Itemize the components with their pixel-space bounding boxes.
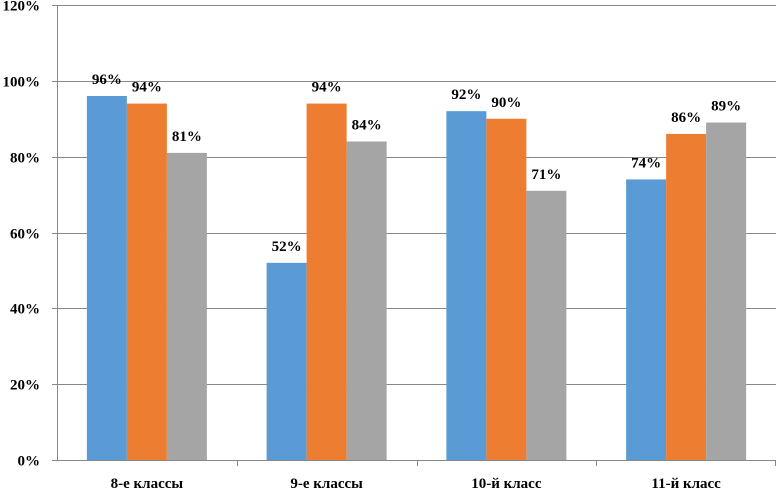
data-label: 96%: [92, 72, 122, 88]
bar: [266, 262, 307, 460]
data-label: 94%: [132, 80, 162, 96]
bar: [166, 152, 207, 460]
y-tick-label: 100%: [3, 75, 41, 91]
tick-labels: 0% 20% 40% 60% 80% 100% 120% 8-е классы 9-е клас…: [3, 0, 722, 492]
axes: [52, 5, 776, 466]
y-tick-label: 0%: [18, 454, 41, 470]
data-label: 74%: [631, 155, 661, 171]
y-tick-label: 20%: [10, 378, 40, 394]
bar: [666, 133, 707, 460]
y-tick-label: 60%: [10, 227, 40, 243]
bar: [706, 122, 747, 461]
x-tick-label: 11-й класс: [651, 476, 721, 492]
data-label: 94%: [312, 80, 342, 96]
data-label: 92%: [451, 87, 481, 103]
data-label: 86%: [671, 110, 701, 126]
x-tick-label: 9-е классы: [290, 476, 363, 492]
bar: [86, 96, 127, 460]
y-tick-label: 40%: [10, 302, 40, 318]
bar: [626, 179, 667, 460]
bar: [306, 103, 347, 460]
y-tick-label: 120%: [3, 0, 41, 15]
data-label: 81%: [172, 129, 202, 145]
bar: [526, 190, 567, 460]
x-tick-label: 10-й класс: [471, 476, 542, 492]
data-label: 52%: [272, 239, 302, 255]
bar: [346, 141, 387, 460]
bar: [126, 103, 167, 460]
x-tick-label: 8-е классы: [111, 476, 184, 492]
bars: [86, 96, 747, 461]
y-tick-label: 80%: [10, 151, 40, 167]
data-label: 84%: [352, 118, 382, 134]
data-label: 90%: [491, 95, 521, 111]
bar: [486, 118, 527, 460]
data-labels: 96% 94% 81% 52% 94% 84% 92% 90% 71% 74% 86% 89%: [92, 72, 741, 255]
bar: [446, 111, 487, 461]
data-label: 71%: [531, 167, 561, 183]
data-label: 89%: [711, 99, 741, 115]
